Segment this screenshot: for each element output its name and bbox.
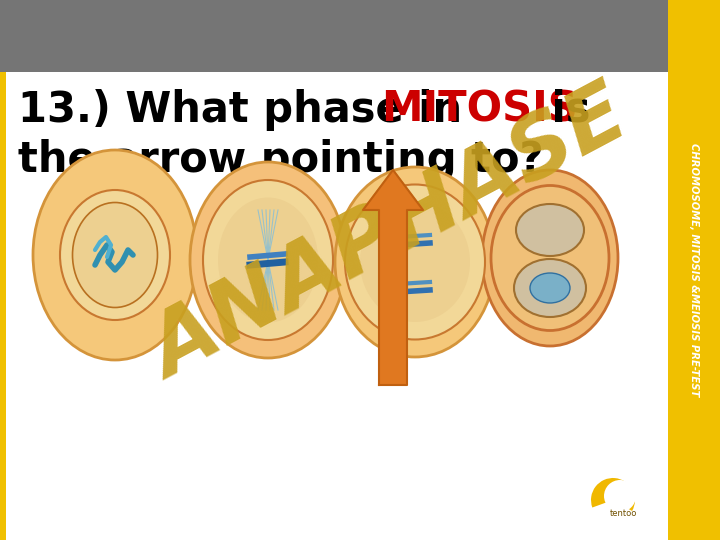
Ellipse shape: [514, 259, 586, 317]
Text: the arrow pointing to?: the arrow pointing to?: [18, 139, 544, 181]
Ellipse shape: [33, 150, 197, 360]
Circle shape: [604, 480, 636, 512]
Ellipse shape: [530, 273, 570, 303]
Ellipse shape: [516, 204, 584, 256]
Ellipse shape: [491, 186, 609, 330]
Bar: [0, 72, 6, 540]
Ellipse shape: [60, 190, 170, 320]
Ellipse shape: [73, 202, 158, 307]
Polygon shape: [363, 170, 423, 385]
Text: ANAPHASE: ANAPHASE: [138, 75, 643, 396]
Ellipse shape: [345, 185, 485, 340]
Text: MITOSIS: MITOSIS: [382, 89, 578, 131]
Bar: [0, 0, 668, 72]
Text: CHROMOSOME, MITOSIS &MEIOSIS PRE-TEST: CHROMOSOME, MITOSIS &MEIOSIS PRE-TEST: [689, 143, 699, 397]
Ellipse shape: [482, 170, 618, 346]
Ellipse shape: [360, 202, 470, 322]
Text: 13.) What phase in: 13.) What phase in: [18, 89, 477, 131]
Ellipse shape: [335, 167, 495, 357]
Bar: [0, 72, 668, 540]
Text: tentoo: tentoo: [609, 510, 636, 518]
Bar: [668, 0, 720, 540]
Wedge shape: [591, 478, 635, 511]
Text: is: is: [537, 89, 590, 131]
Ellipse shape: [203, 180, 333, 340]
Ellipse shape: [218, 198, 318, 322]
Ellipse shape: [190, 162, 346, 358]
